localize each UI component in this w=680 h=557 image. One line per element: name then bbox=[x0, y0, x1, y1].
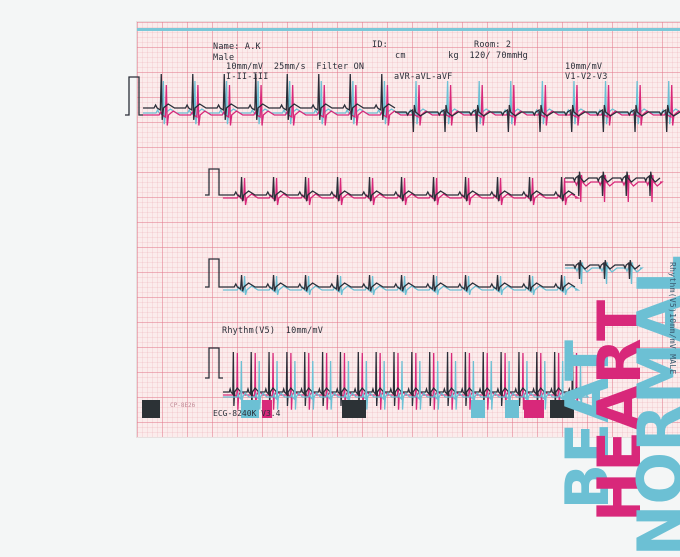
patient-id: ID: bbox=[372, 40, 388, 50]
calibration-pulse-4 bbox=[205, 347, 223, 379]
trace-row1-dark-inv bbox=[395, 104, 680, 133]
lead-group-augmented: aVR-aVL-aVF bbox=[394, 72, 453, 82]
print-mark-black-2 bbox=[342, 400, 366, 418]
gain-right: 10mm/mV bbox=[565, 62, 603, 72]
print-mark-magenta-2 bbox=[524, 400, 544, 418]
trace-row2-right-dark bbox=[565, 171, 661, 197]
ecg-paper bbox=[137, 22, 680, 437]
trace-row3-dark bbox=[223, 274, 576, 292]
trace-rhythm-magenta bbox=[223, 352, 586, 410]
ecg-traces bbox=[125, 73, 680, 410]
trace-row2-dark bbox=[223, 176, 576, 202]
rhythm-label: Rhythm(V5) 10mm/mV bbox=[222, 326, 324, 336]
trace-rhythm-cyan bbox=[223, 360, 590, 410]
print-mark-black-3 bbox=[550, 400, 574, 418]
overlay-vertical-caption: Rhythm(V5)10mm/mV MALE bbox=[668, 262, 677, 375]
trace-row-2 bbox=[205, 168, 664, 206]
calibration-pulse-1 bbox=[125, 76, 143, 116]
device-model: ECG-8240K V3.4 bbox=[213, 409, 281, 418]
print-mark-magenta-1 bbox=[262, 400, 272, 418]
lead-group-precordial: V1-V2-V3 bbox=[565, 72, 608, 82]
device-code: CP-8E26 bbox=[170, 402, 196, 409]
measure-units: cm kg 120/ 70mmHg bbox=[395, 51, 528, 61]
trace-row-3 bbox=[205, 258, 644, 296]
print-mark-black-1 bbox=[142, 400, 160, 418]
print-mark-cyan-2 bbox=[471, 400, 485, 418]
print-mark-cyan-1 bbox=[241, 400, 259, 418]
calibration-pulse-2 bbox=[205, 168, 223, 196]
calibration-pulse-3 bbox=[205, 258, 223, 288]
gain-speed: 10mm/mV 25mm/s Filter ON bbox=[226, 62, 365, 72]
trace-row3-right-dark bbox=[565, 259, 641, 280]
lead-group-limb: I-II-III bbox=[226, 72, 269, 82]
patient-sex: Male bbox=[213, 53, 235, 63]
patient-name: Name: A.K bbox=[213, 42, 261, 52]
trace-row-rhythm bbox=[205, 347, 590, 410]
print-mark-cyan-3 bbox=[505, 400, 519, 418]
trace-row3-right-cyan bbox=[565, 262, 644, 285]
trace-row-1 bbox=[125, 73, 680, 133]
trace-row1-dark bbox=[143, 73, 396, 120]
room-number: Room: 2 bbox=[474, 40, 512, 50]
paper-top-stripe bbox=[137, 28, 680, 31]
